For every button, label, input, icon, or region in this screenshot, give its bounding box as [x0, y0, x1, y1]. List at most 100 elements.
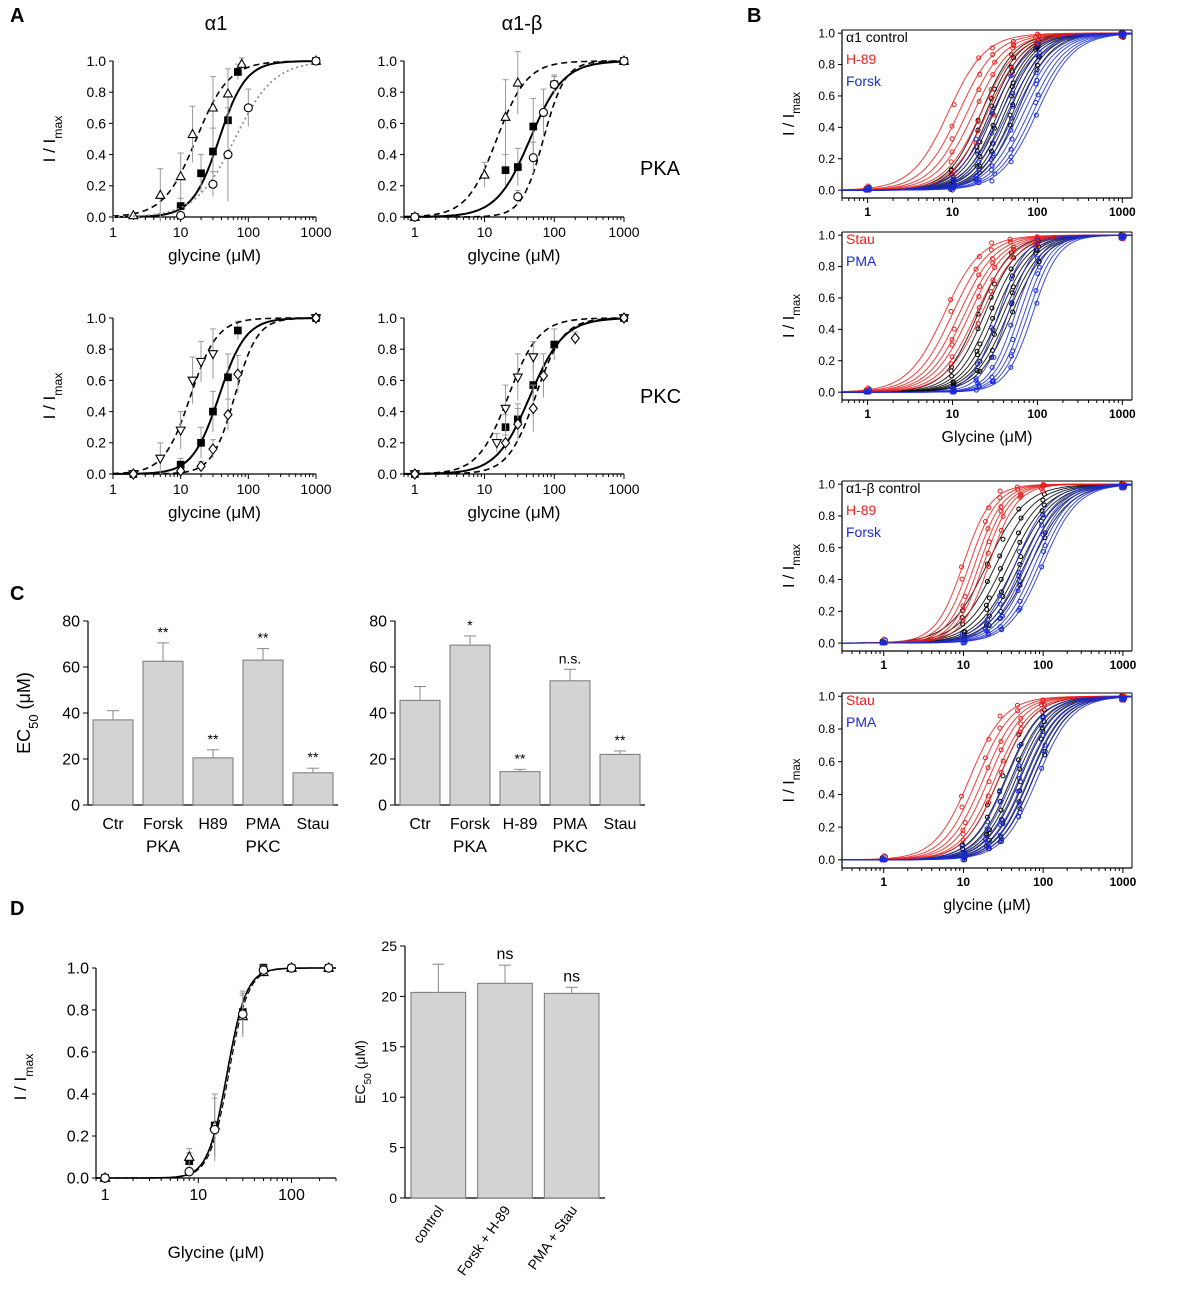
data-point-forsk [311, 56, 321, 66]
data-point [973, 173, 979, 179]
data-point [951, 326, 957, 332]
data-point [1017, 729, 1023, 735]
data-point [949, 373, 955, 379]
data-point [984, 579, 990, 585]
y-tick-label: 1.0 [87, 53, 107, 69]
data-point [959, 793, 965, 799]
fit-curve-control [113, 60, 316, 218]
data-point [950, 176, 956, 182]
data-point [986, 563, 992, 569]
data-point [1033, 288, 1039, 294]
data-point [1034, 300, 1040, 306]
data-point [1008, 73, 1014, 79]
data-point [985, 765, 991, 771]
bar-chart-C1: 0 20 40 60 80 Ctr ** Forsk ** H89 ** PMA ** Stau PKA PK… [14, 614, 338, 856]
curve-family-plot-B3: 0.0 0.2 0.4 0.6 0.8 1.0 1 10 100 1000 α1-β control… [781, 477, 1137, 672]
y-tick-label: 1.0 [378, 310, 398, 326]
data-point [959, 804, 965, 810]
data-point-pma-stau [286, 963, 297, 973]
data-point-pma [528, 402, 538, 415]
data-point [985, 616, 991, 622]
group-label-pka: PKA [146, 837, 181, 856]
y-tick-label: 20 [369, 752, 387, 769]
legend-entry: Forsk [846, 73, 882, 89]
fit-curve--1-control [842, 32, 1132, 191]
significance-label: ** [158, 624, 169, 640]
y-tick-label: 80 [369, 614, 387, 631]
y-tick-label: 0.0 [87, 209, 107, 225]
data-point [1040, 515, 1046, 521]
data-point [998, 769, 1004, 775]
data-point-control [513, 163, 522, 171]
y-tick-label: 25 [381, 938, 397, 954]
data-point [1008, 159, 1014, 165]
data-point [984, 802, 990, 808]
data-point [1007, 236, 1013, 242]
data-point [949, 149, 955, 155]
y-tick-label: 60 [369, 660, 387, 677]
data-point [1119, 234, 1125, 240]
bar-stau [292, 772, 334, 806]
data-point [991, 112, 997, 118]
significance-label: ns [563, 968, 580, 985]
data-point [997, 553, 1003, 559]
data-point [1010, 90, 1016, 96]
x-tick-label: 1000 [608, 224, 639, 240]
y-tick-label: 20 [381, 988, 397, 1004]
fit-curve-stau [841, 234, 1133, 393]
data-point [1008, 266, 1014, 272]
data-point [1036, 264, 1042, 270]
significance-label: ** [208, 731, 219, 747]
y-axis-label: I / Imax [781, 92, 803, 136]
data-point [866, 187, 872, 193]
fit-curve-forsk [842, 32, 1133, 191]
data-point-control [197, 438, 205, 447]
data-point-control [176, 202, 185, 210]
data-point [989, 365, 995, 371]
legend-entry: H-89 [846, 51, 877, 67]
data-point [992, 265, 998, 271]
data-point-h-89 [479, 168, 490, 179]
data-point [976, 305, 982, 311]
data-point-h-89 [500, 111, 511, 121]
bar-forsk-h-89 [477, 982, 533, 1199]
data-point [949, 337, 955, 343]
y-tick-label: 0.4 [378, 147, 398, 163]
data-point [998, 615, 1004, 621]
data-point [990, 277, 996, 283]
data-point-forsk [410, 212, 420, 222]
y-tick-label: 0.0 [67, 1171, 89, 1188]
y-tick-label: 0.8 [818, 722, 835, 736]
fit-curve-stau [842, 695, 1132, 861]
data-point-stau [175, 426, 186, 437]
data-point [961, 851, 967, 857]
data-point [1009, 273, 1015, 279]
panel-a-title-alpha1-beta: α1-β [502, 13, 543, 35]
category-label: control [410, 1203, 447, 1247]
data-point [976, 166, 982, 172]
data-point [1041, 748, 1047, 754]
data-point [985, 793, 991, 799]
data-point-pma [233, 368, 243, 381]
fit-curve--1-control [842, 32, 1132, 191]
data-point [997, 488, 1003, 494]
fit-curve-h-89 [841, 32, 1132, 191]
x-tick-label: 10 [957, 875, 971, 889]
y-axis-label: I / Imax [40, 373, 65, 420]
data-point [866, 387, 872, 393]
data-point [989, 108, 995, 114]
x-tick-label: 1 [864, 205, 871, 219]
significance-label: ** [515, 750, 526, 766]
fit-curve-stau [841, 234, 1132, 392]
y-tick-label: 0.6 [378, 115, 398, 131]
data-point [1010, 103, 1016, 109]
data-point-control [197, 169, 205, 178]
y-tick-label: 0.8 [378, 341, 398, 357]
data-point [1000, 536, 1006, 542]
data-point [1039, 564, 1045, 570]
data-point [960, 857, 966, 863]
fit-curve--1-control [842, 32, 1133, 191]
legend-entry: α1-β control [846, 480, 921, 496]
data-point [960, 617, 966, 623]
data-point [948, 361, 954, 367]
